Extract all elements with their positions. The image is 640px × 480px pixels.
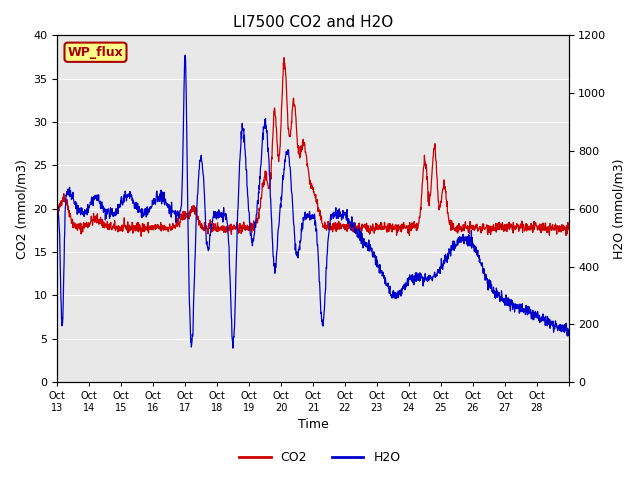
- Title: LI7500 CO2 and H2O: LI7500 CO2 and H2O: [233, 15, 393, 30]
- X-axis label: Time: Time: [298, 419, 328, 432]
- Legend: CO2, H2O: CO2, H2O: [234, 446, 406, 469]
- Y-axis label: CO2 (mmol/m3): CO2 (mmol/m3): [15, 159, 28, 259]
- Text: WP_flux: WP_flux: [68, 46, 124, 59]
- Y-axis label: H2O (mmol/m3): H2O (mmol/m3): [612, 158, 625, 259]
